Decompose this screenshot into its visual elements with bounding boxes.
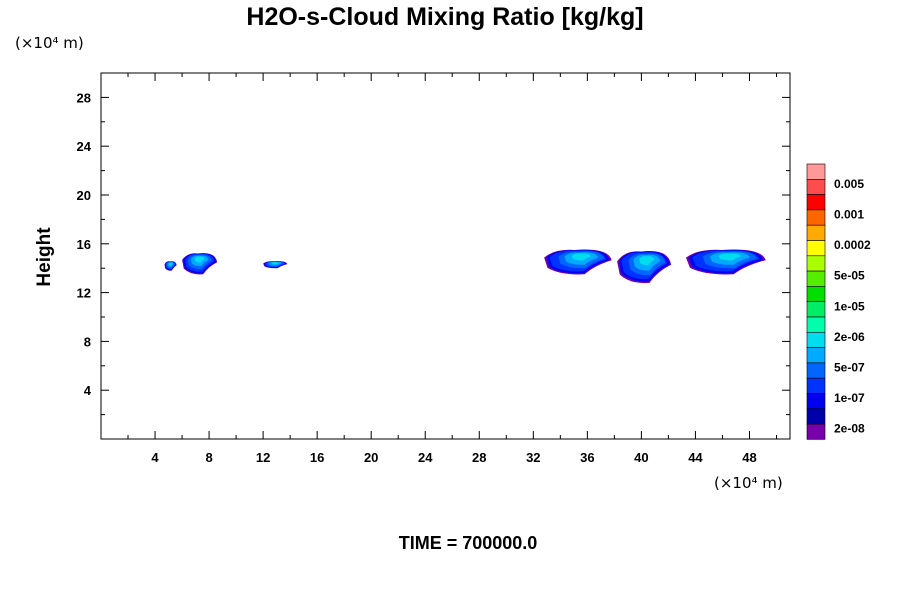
x-tick-label: 8 — [205, 450, 212, 465]
y-tick-label: 8 — [84, 334, 91, 349]
cloud-region — [685, 249, 766, 275]
colorbar-swatch — [806, 408, 826, 425]
cloud-contour-band — [718, 253, 741, 261]
colorbar-label: 5e-07 — [834, 360, 865, 374]
y-axis-ticks: 4 8 12 16 20 24 28 — [77, 90, 790, 416]
colorbar-swatch — [806, 286, 826, 302]
cloud-region — [617, 250, 672, 284]
colorbar-swatch — [806, 255, 826, 272]
colorbar-swatch — [806, 377, 826, 394]
colorbar-label: 2e-08 — [834, 422, 865, 436]
cloud-contour-band — [194, 256, 205, 263]
colorbar-label: 2e-06 — [834, 330, 865, 344]
colorbar-swatch — [806, 393, 826, 410]
cloud-contour-band — [571, 253, 591, 261]
x-tick-label: 12 — [256, 450, 270, 465]
plot-frame — [100, 72, 791, 440]
colorbar-swatch — [806, 194, 826, 211]
y-tick-label: 4 — [84, 383, 92, 398]
colorbar-label: 5e-05 — [834, 269, 865, 283]
x-tick-label: 4 — [151, 450, 159, 465]
chart-title: H2O-s-Cloud Mixing Ratio [kg/kg] — [246, 3, 643, 31]
cloud-region — [544, 249, 612, 275]
colorbar-swatch — [806, 316, 826, 333]
x-tick-label: 28 — [472, 450, 486, 465]
x-tick-label: 16 — [310, 450, 324, 465]
cloud-contour-band — [639, 256, 655, 266]
x-tick-label: 32 — [526, 450, 540, 465]
colorbar-swatch — [806, 163, 826, 180]
colorbar-label: 0.001 — [834, 207, 864, 221]
colorbar-label: 1e-07 — [834, 391, 865, 405]
y-tick-label: 12 — [77, 286, 91, 301]
x-tick-label: 36 — [580, 450, 594, 465]
colorbar-swatch — [806, 179, 826, 195]
colorbar-swatch — [806, 347, 826, 364]
x-tick-label: 48 — [742, 450, 756, 465]
x-tick-label: 40 — [634, 450, 648, 465]
colorbar-swatch — [806, 301, 826, 318]
cloud-contour-band — [271, 262, 279, 265]
x-tick-label: 20 — [364, 450, 378, 465]
x-tick-label: 44 — [688, 450, 703, 465]
x-axis-ticks: 4 8 12 16 20 24 28 32 36 40 44 48 — [127, 73, 777, 465]
y-unit-label: (×10⁴ m) — [15, 34, 84, 52]
colorbar-label: 1e-05 — [834, 299, 865, 313]
colorbar-swatch — [806, 224, 826, 241]
colorbar: 0.005 0.001 0.0002 5e-05 1e-05 2e-06 5e-07 1e-0… — [806, 163, 871, 440]
colorbar-swatch — [806, 270, 826, 287]
colorbar-swatch — [806, 362, 826, 379]
cloud-contours — [164, 249, 766, 284]
y-tick-label: 28 — [77, 90, 91, 105]
colorbar-swatch — [806, 331, 826, 348]
colorbar-swatch — [806, 240, 826, 257]
x-unit-label: (×10⁴ m) — [714, 474, 783, 492]
cloud-contour-band — [168, 262, 173, 266]
colorbar-swatch — [806, 209, 826, 226]
y-tick-label: 24 — [77, 139, 92, 154]
time-label: TIME = 700000.0 — [399, 533, 538, 553]
colorbar-label: 0.005 — [834, 177, 864, 191]
y-axis-label: Height — [34, 227, 55, 287]
y-tick-label: 20 — [77, 188, 91, 203]
y-tick-label: 16 — [77, 237, 91, 252]
colorbar-label: 0.0002 — [834, 238, 871, 252]
x-tick-label: 24 — [418, 450, 433, 465]
cloud-region — [164, 261, 177, 271]
cloud-region — [182, 253, 218, 275]
colorbar-swatch — [806, 423, 826, 440]
cloud-region — [263, 261, 288, 269]
